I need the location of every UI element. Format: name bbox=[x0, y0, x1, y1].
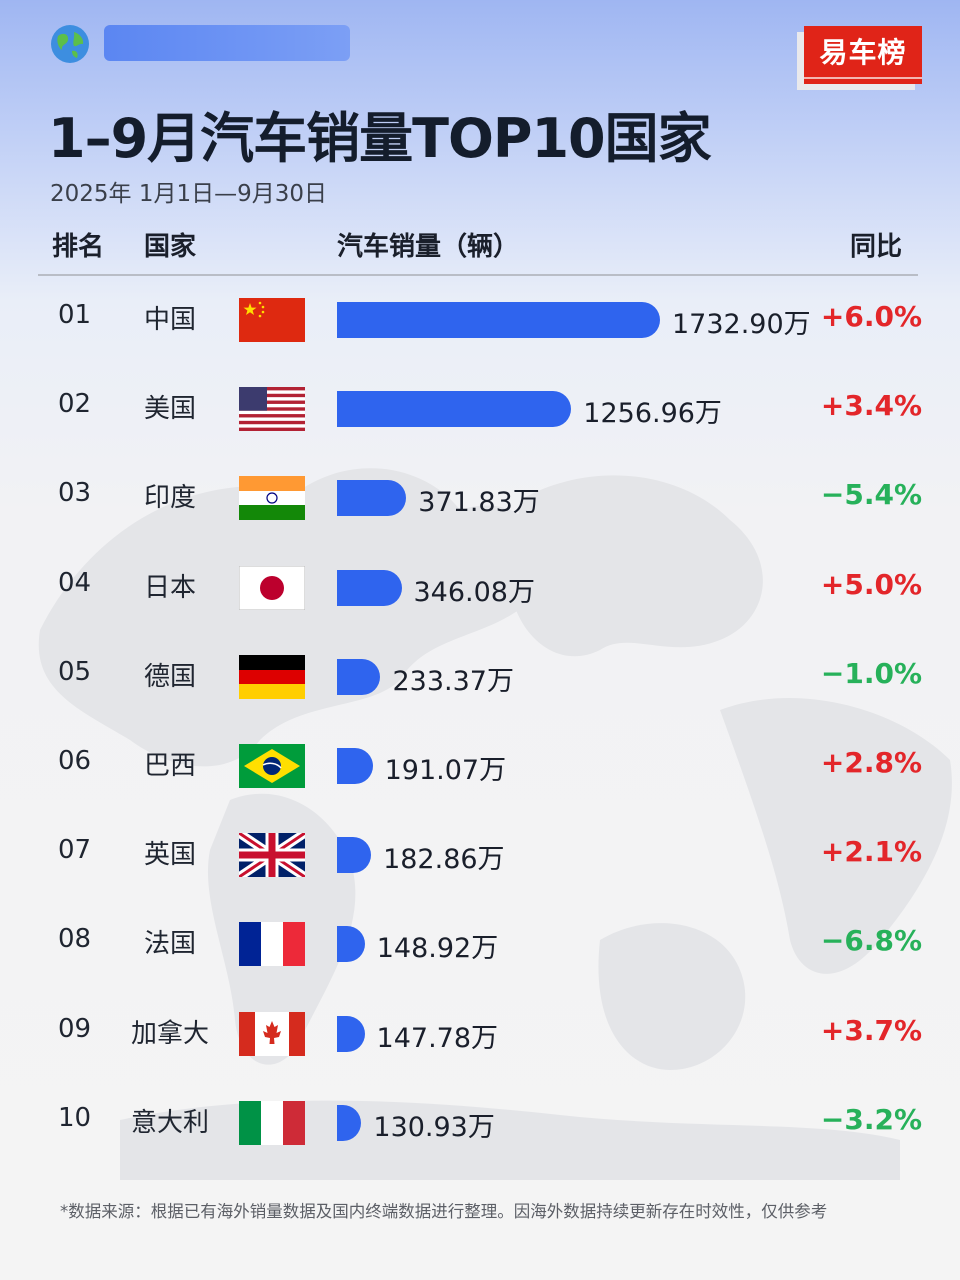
yoy-change-label: +5.0% bbox=[820, 567, 922, 601]
country-label: 加拿大 bbox=[130, 1018, 209, 1049]
cn-flag-icon bbox=[239, 298, 305, 342]
rank-label: 04 bbox=[58, 567, 92, 598]
yoy-change-label: −1.0% bbox=[820, 656, 922, 690]
rank-label: 08 bbox=[58, 924, 92, 955]
sales-value-label: 191.07万 bbox=[384, 755, 507, 786]
sales-value-label: 1732.90万 bbox=[672, 309, 811, 340]
header-rank: 排名 bbox=[52, 232, 105, 262]
rank-label: 10 bbox=[58, 1102, 92, 1133]
in-flag-icon bbox=[239, 476, 305, 521]
rank-label: 01 bbox=[58, 300, 92, 330]
country-label: 英国 bbox=[143, 840, 196, 871]
rank-label: 05 bbox=[58, 656, 92, 687]
date-range: 2025年 1月1日—9月30日 bbox=[50, 181, 328, 207]
page-title: 1–9月汽车销量TOP10国家 bbox=[48, 107, 712, 170]
sales-bar bbox=[337, 1015, 365, 1052]
country-label: 意大利 bbox=[130, 1107, 209, 1138]
brand-logo: 易车榜 bbox=[804, 26, 922, 84]
country-label: 巴西 bbox=[143, 751, 196, 781]
sales-value-label: 130.93万 bbox=[373, 1111, 495, 1143]
sales-bar bbox=[337, 391, 572, 428]
rank-label: 02 bbox=[58, 389, 92, 420]
header-sales: 汽车销量（辆） bbox=[337, 232, 520, 262]
sales-bar bbox=[337, 658, 381, 695]
header-yoy: 同比 bbox=[850, 232, 903, 262]
rank-label: 09 bbox=[58, 1013, 92, 1044]
brand-name: 易车榜 bbox=[819, 36, 907, 69]
country-label: 美国 bbox=[143, 394, 196, 425]
sales-bar bbox=[337, 837, 372, 874]
yoy-change-label: +2.1% bbox=[820, 835, 922, 869]
sales-value-label: 233.37万 bbox=[392, 665, 514, 697]
sales-value-label: 148.92万 bbox=[376, 933, 499, 965]
sales-value-label: 1256.96万 bbox=[583, 398, 722, 430]
yoy-change-label: +3.7% bbox=[820, 1013, 922, 1047]
country-label: 法国 bbox=[143, 929, 196, 960]
country-label: 中国 bbox=[143, 305, 196, 335]
jp-flag-icon bbox=[239, 565, 305, 610]
brand-sub-line bbox=[804, 77, 922, 79]
br-flag-icon bbox=[239, 744, 305, 788]
country-label: 印度 bbox=[143, 483, 196, 514]
yoy-change-label: −6.8% bbox=[820, 924, 922, 958]
country-label: 日本 bbox=[143, 572, 196, 603]
gb-flag-icon bbox=[239, 833, 305, 878]
sales-bar bbox=[337, 569, 402, 606]
it-flag-icon bbox=[239, 1100, 305, 1145]
rank-label: 06 bbox=[58, 746, 92, 776]
header-divider bbox=[38, 274, 918, 276]
country-label: 德国 bbox=[143, 661, 196, 692]
yoy-change-label: −5.4% bbox=[820, 478, 922, 512]
world-map-watermark bbox=[38, 468, 952, 1180]
ca-flag-icon bbox=[239, 1011, 305, 1056]
yoy-change-label: +2.8% bbox=[820, 746, 922, 779]
rank-label: 03 bbox=[58, 478, 92, 509]
sales-bar bbox=[337, 302, 660, 338]
de-flag-icon bbox=[239, 654, 305, 699]
sales-bar bbox=[337, 748, 373, 784]
rank-label: 07 bbox=[58, 835, 92, 866]
yoy-change-label: −3.2% bbox=[820, 1102, 922, 1136]
fr-flag-icon bbox=[239, 922, 305, 967]
footnote: *数据来源：根据已有海外销量数据及国内终端数据进行整理。因海外数据持续更新存在时… bbox=[60, 1202, 828, 1221]
sales-value-label: 147.78万 bbox=[376, 1022, 499, 1054]
sales-value-label: 182.86万 bbox=[383, 844, 505, 876]
us-flag-icon bbox=[239, 387, 305, 432]
header-country: 国家 bbox=[144, 232, 197, 262]
sales-bar bbox=[337, 480, 407, 517]
yoy-change-label: +3.4% bbox=[820, 389, 922, 423]
globe-icon bbox=[51, 25, 89, 63]
header-pill bbox=[104, 25, 350, 61]
yoy-change-label: +6.0% bbox=[820, 300, 922, 333]
sales-value-label: 371.83万 bbox=[418, 487, 540, 519]
sales-value-label: 346.08万 bbox=[413, 576, 535, 608]
